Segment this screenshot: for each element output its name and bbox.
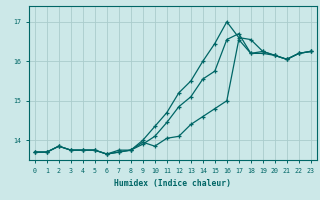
X-axis label: Humidex (Indice chaleur): Humidex (Indice chaleur) (114, 179, 231, 188)
